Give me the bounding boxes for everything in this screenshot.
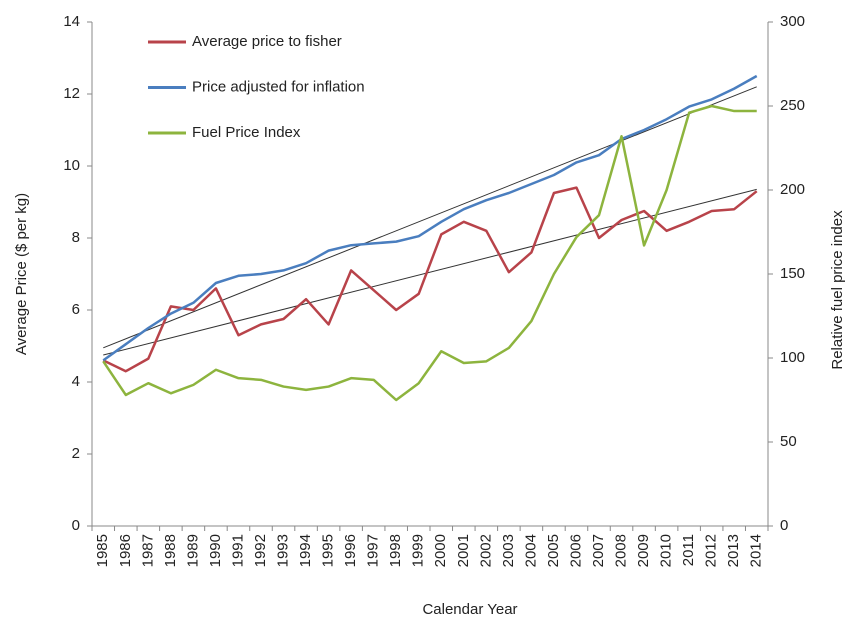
y-tick-label: 2 <box>72 445 80 462</box>
y2-tick-label: 100 <box>780 349 805 366</box>
y-axis-label: Average Price ($ per kg) <box>13 193 30 355</box>
x-tick-label: 1991 <box>229 534 246 567</box>
y2-axis-label: Relative fuel price index <box>829 210 846 370</box>
x-tick-label: 1990 <box>207 534 224 567</box>
x-tick-label: 2006 <box>567 534 584 567</box>
x-tick-label: 1988 <box>162 534 179 567</box>
x-tick-label: 2008 <box>613 534 630 567</box>
y-tick-label: 10 <box>63 157 80 174</box>
x-tick-label: 1994 <box>297 534 314 567</box>
legend-label: Average price to fisher <box>192 33 342 50</box>
y2-tick-label: 0 <box>780 517 788 534</box>
x-tick-label: 2001 <box>455 534 472 567</box>
x-tick-label: 1985 <box>94 534 111 567</box>
x-tick-label: 2010 <box>658 534 675 567</box>
x-tick-label: 1998 <box>387 534 404 567</box>
x-tick-label: 2002 <box>477 534 494 567</box>
x-tick-label: 2011 <box>680 534 697 566</box>
x-axis-label: Calendar Year <box>422 601 517 618</box>
x-tick-label: 2014 <box>748 534 765 567</box>
y2-tick-label: 200 <box>780 181 805 198</box>
legend-label: Price adjusted for inflation <box>192 78 365 95</box>
y-tick-label: 6 <box>72 301 80 318</box>
x-tick-label: 1997 <box>365 534 382 567</box>
y2-tick-label: 150 <box>780 265 805 282</box>
x-tick-label: 1992 <box>252 534 269 567</box>
series-line <box>102 186 758 373</box>
x-tick-label: 2004 <box>522 534 539 567</box>
x-tick-label: 1995 <box>320 534 337 567</box>
x-tick-label: 1996 <box>342 534 359 567</box>
y-tick-label: 8 <box>72 229 80 246</box>
x-tick-label: 2003 <box>500 534 517 567</box>
y-tick-label: 14 <box>63 13 80 30</box>
series-line <box>102 74 758 362</box>
x-tick-label: 2000 <box>432 534 449 567</box>
x-tick-label: 1986 <box>117 534 134 567</box>
y2-tick-label: 300 <box>780 13 805 30</box>
x-tick-label: 2009 <box>635 534 652 567</box>
legend-label: Fuel Price Index <box>192 124 301 141</box>
x-tick-label: 2012 <box>703 534 720 567</box>
y-tick-label: 12 <box>63 85 80 102</box>
x-tick-label: 2013 <box>725 534 742 567</box>
series-line <box>102 104 757 402</box>
y-tick-label: 0 <box>72 517 80 534</box>
y-tick-label: 4 <box>72 373 80 390</box>
x-tick-label: 2007 <box>590 534 607 567</box>
trendline <box>103 86 757 349</box>
x-tick-label: 2005 <box>545 534 562 567</box>
trendline <box>103 188 757 356</box>
y2-tick-label: 250 <box>780 97 805 114</box>
y2-tick-label: 50 <box>780 433 797 450</box>
x-tick-label: 1989 <box>184 534 201 567</box>
x-tick-label: 1993 <box>275 534 292 567</box>
x-tick-label: 1999 <box>410 534 427 567</box>
x-tick-label: 1987 <box>139 534 156 567</box>
